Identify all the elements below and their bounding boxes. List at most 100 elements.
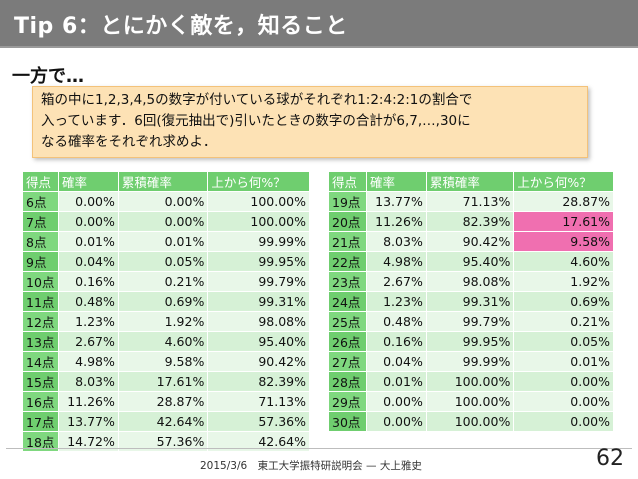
cumulative-cell: 1.92%	[117, 311, 209, 332]
top-percent-cell: 0.01%	[513, 351, 614, 372]
table-row: 29点 0.00% 100.00% 0.00%	[328, 391, 614, 412]
cumulative-cell: 100.00%	[425, 391, 515, 412]
header-top-percent: 上から何%？	[513, 171, 614, 192]
cumulative-cell: 0.00%	[117, 191, 209, 212]
table-row: 11点 0.48% 0.69% 99.31%	[22, 291, 310, 312]
probability-cell: 0.00%	[365, 411, 427, 432]
top-percent-cell: 100.00%	[207, 211, 310, 232]
top-percent-cell: 71.13%	[207, 391, 310, 412]
table-row: 27点 0.04% 99.99% 0.01%	[328, 351, 614, 372]
score-cell: 21点	[328, 231, 367, 252]
cumulative-cell: 0.69%	[117, 291, 209, 312]
probability-cell: 13.77%	[365, 191, 427, 212]
cumulative-cell: 98.08%	[425, 271, 515, 292]
top-percent-cell: 0.00%	[513, 371, 614, 392]
score-cell: 19点	[328, 191, 367, 212]
probability-cell: 8.03%	[365, 231, 427, 252]
probability-cell: 13.77%	[57, 411, 119, 432]
score-cell: 8点	[22, 231, 59, 252]
top-percent-cell: 99.95%	[207, 251, 310, 272]
table-row: 24点 1.23% 99.31% 0.69%	[328, 291, 614, 312]
table-row: 10点 0.16% 0.21% 99.79%	[22, 271, 310, 292]
score-cell: 17点	[22, 411, 59, 432]
cumulative-cell: 4.60%	[117, 331, 209, 352]
table-row: 6点 0.00% 0.00% 100.00%	[22, 191, 310, 212]
top-percent-cell: 99.79%	[207, 271, 310, 292]
score-cell: 30点	[328, 411, 367, 432]
probability-cell: 4.98%	[365, 251, 427, 272]
header-cumulative: 累積確率	[117, 171, 209, 192]
table-row: 20点 11.26% 82.39% 17.61%	[328, 211, 614, 232]
footer-text: 2015/3/6 東工大学振特研説明会 — 大上雅史	[200, 460, 422, 472]
table-header-row: 得点 確率 累積確率 上から何%？	[328, 171, 614, 192]
top-percent-cell: 95.40%	[207, 331, 310, 352]
score-cell: 13点	[22, 331, 59, 352]
probability-cell: 4.98%	[57, 351, 119, 372]
top-percent-cell: 1.92%	[513, 271, 614, 292]
top-percent-cell: 90.42%	[207, 351, 310, 372]
title-bar: Tip 6：とにかく敵を，知ること	[0, 0, 638, 48]
score-cell: 10点	[22, 271, 59, 292]
probability-cell: 11.26%	[57, 391, 119, 412]
top-percent-cell: 0.00%	[513, 411, 614, 432]
top-percent-cell: 57.36%	[207, 411, 310, 432]
probability-cell: 2.67%	[365, 271, 427, 292]
top-percent-cell: 100.00%	[207, 191, 310, 212]
top-percent-cell: 0.69%	[513, 291, 614, 312]
header-score: 得点	[328, 171, 367, 192]
table-row: 12点 1.23% 1.92% 98.08%	[22, 311, 310, 332]
score-cell: 6点	[22, 191, 59, 212]
cumulative-cell: 99.95%	[425, 331, 515, 352]
table-row: 16点 11.26% 28.87% 71.13%	[22, 391, 310, 412]
table-row: 25点 0.48% 99.79% 0.21%	[328, 311, 614, 332]
score-cell: 18点	[22, 431, 59, 452]
cumulative-cell: 99.99%	[425, 351, 515, 372]
table-row: 14点 4.98% 9.58% 90.42%	[22, 351, 310, 372]
table-row: 21点 8.03% 90.42% 9.58%	[328, 231, 614, 252]
probability-cell: 1.23%	[365, 291, 427, 312]
probability-cell: 0.48%	[57, 291, 119, 312]
probability-cell: 0.00%	[57, 211, 119, 232]
cumulative-cell: 42.64%	[117, 411, 209, 432]
cumulative-cell: 99.79%	[425, 311, 515, 332]
probability-cell: 8.03%	[57, 371, 119, 392]
score-cell: 9点	[22, 251, 59, 272]
top-percent-cell: 82.39%	[207, 371, 310, 392]
score-cell: 15点	[22, 371, 59, 392]
score-cell: 28点	[328, 371, 367, 392]
probability-cell: 11.26%	[365, 211, 427, 232]
cumulative-cell: 17.61%	[117, 371, 209, 392]
cumulative-cell: 9.58%	[117, 351, 209, 372]
footer-divider	[6, 448, 632, 449]
cumulative-cell: 0.21%	[117, 271, 209, 292]
score-cell: 29点	[328, 391, 367, 412]
table-row: 23点 2.67% 98.08% 1.92%	[328, 271, 614, 292]
table-row: 15点 8.03% 17.61% 82.39%	[22, 371, 310, 392]
score-cell: 11点	[22, 291, 59, 312]
top-percent-cell: 98.08%	[207, 311, 310, 332]
score-cell: 14点	[22, 351, 59, 372]
cumulative-cell: 90.42%	[425, 231, 515, 252]
score-cell: 23点	[328, 271, 367, 292]
top-percent-cell: 0.21%	[513, 311, 614, 332]
header-cumulative: 累積確率	[425, 171, 515, 192]
score-cell: 12点	[22, 311, 59, 332]
probability-cell: 1.23%	[57, 311, 119, 332]
table-row: 18点 14.72% 57.36% 42.64%	[22, 431, 310, 452]
top-percent-cell: 4.60%	[513, 251, 614, 272]
table-row: 26点 0.16% 99.95% 0.05%	[328, 331, 614, 352]
top-percent-cell: 17.61%	[513, 211, 614, 232]
cumulative-cell: 99.31%	[425, 291, 515, 312]
header-top-percent: 上から何%？	[207, 171, 310, 192]
table-header-row: 得点 確率 累積確率 上から何%？	[22, 171, 310, 192]
probability-table-left: 得点 確率 累積確率 上から何%？ 6点 0.00% 0.00% 100.00% 7点 0…	[22, 171, 310, 452]
table-row: 30点 0.00% 100.00% 0.00%	[328, 411, 614, 432]
cumulative-cell: 28.87%	[117, 391, 209, 412]
score-cell: 24点	[328, 291, 367, 312]
probability-cell: 2.67%	[57, 331, 119, 352]
probability-cell: 0.00%	[365, 391, 427, 412]
top-percent-cell: 9.58%	[513, 231, 614, 252]
score-cell: 20点	[328, 211, 367, 232]
probability-cell: 0.16%	[365, 331, 427, 352]
probability-cell: 0.00%	[57, 191, 119, 212]
